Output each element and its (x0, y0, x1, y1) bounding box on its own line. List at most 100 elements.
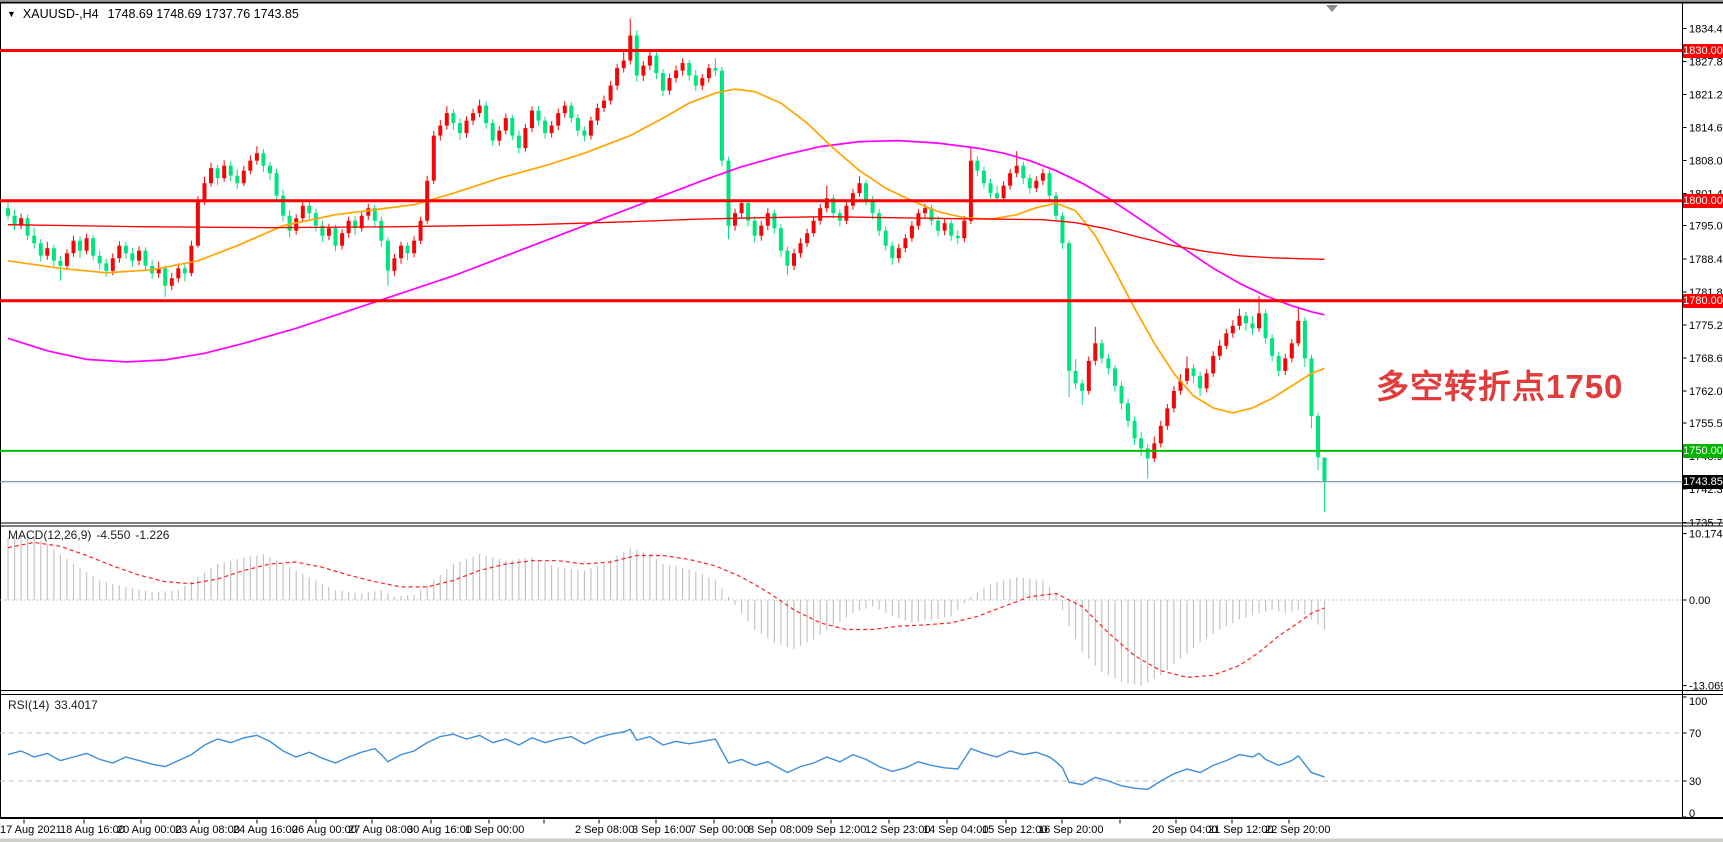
bear-candle-body (510, 118, 515, 136)
bid-price-box: 1743.85 (1683, 474, 1723, 489)
bull-candle-body (923, 208, 927, 214)
bull-candle-body (621, 60, 626, 69)
macd-main-value: -4.550 (96, 528, 131, 542)
bear-candle-body (1106, 358, 1111, 369)
bear-candle-body (543, 120, 548, 134)
bull-candle-body (248, 160, 253, 171)
bear-candle-body (1047, 173, 1052, 196)
bear-candle-body (97, 255, 102, 264)
bear-candle-body (1054, 195, 1058, 216)
chart-shift-marker-icon (1326, 5, 1338, 12)
bear-candle-body (1322, 457, 1327, 482)
bull-candle-body (903, 238, 908, 249)
time-axis-label: 15 Sep 12:00 (982, 824, 1047, 836)
bear-candle-body (936, 220, 941, 231)
bear-candle-body (353, 220, 358, 229)
bear-candle-body (281, 195, 286, 216)
bear-candle-body (1073, 370, 1078, 384)
bear-candle-body (883, 230, 888, 246)
bull-candle-body (588, 120, 593, 136)
rsi-name: RSI(14) (8, 698, 50, 712)
bear-candle-body (379, 220, 384, 241)
bull-candle-body (64, 253, 69, 266)
bull-candle-body (294, 218, 299, 231)
bull-candle-body (706, 68, 711, 79)
bull-candle-body (1217, 345, 1222, 356)
price-tick-label: 1768.60 (1689, 353, 1723, 365)
bull-candle-body (392, 258, 397, 271)
symbol-dropdown-icon[interactable]: ▼ (7, 9, 16, 19)
bear-candle-body (687, 63, 692, 76)
price-tick-label: 1762.00 (1689, 386, 1723, 398)
bear-candle-body (929, 208, 934, 221)
candlestick-series (6, 18, 1327, 513)
bull-candle-body (359, 215, 364, 229)
bull-candle-body (471, 113, 476, 121)
macd-name: MACD(12,26,9) (8, 528, 92, 542)
bear-candle-body (38, 243, 43, 256)
bull-candle-body (1158, 425, 1163, 444)
macd-indicator-label: MACD(12,26,9) -4.550 -1.226 (8, 528, 174, 542)
bear-candle-body (405, 245, 410, 254)
bear-candle-body (1119, 385, 1124, 404)
bull-candle-body (647, 55, 652, 66)
bear-candle-body (1027, 178, 1032, 189)
bull-candle-body (896, 248, 901, 259)
bull-candle-body (962, 220, 967, 239)
bear-candle-body (719, 70, 724, 161)
price-level-box-1830: 1830.00 (1683, 43, 1723, 58)
bear-candle-body (228, 165, 233, 176)
bear-candle-body (890, 245, 895, 259)
bear-candle-body (831, 198, 836, 214)
bull-candle-body (1224, 333, 1229, 346)
window-top-edge (0, 0, 1723, 1)
rsi-value: 33.4017 (54, 698, 98, 712)
bear-candle-body (713, 68, 718, 71)
bull-candle-body (195, 200, 200, 246)
bull-candle-body (431, 135, 436, 181)
bull-candle-body (438, 125, 443, 136)
price-level-box-1780: 1780.00 (1683, 293, 1723, 308)
bull-candle-body (1230, 325, 1235, 334)
bull-candle-body (739, 203, 744, 214)
bear-candle-body (6, 208, 10, 216)
bear-candle-body (995, 193, 999, 199)
bear-candle-body (12, 215, 17, 226)
rsi-tick-label: 30 (1689, 776, 1701, 788)
price-tick-label: 1808.05 (1689, 155, 1723, 167)
rsi-panel-bottom-border (0, 817, 1723, 819)
time-axis-label: 30 Aug 16:00 (407, 824, 472, 836)
bear-candle-body (1132, 420, 1137, 439)
price-tick-label: 1735.75 (1689, 517, 1723, 529)
bull-candle-body (680, 63, 685, 71)
price-tick-label: 1814.65 (1689, 122, 1723, 134)
bear-candle-body (130, 253, 135, 261)
time-axis-label: 9 Sep 12:00 (807, 824, 866, 836)
bull-candle-body (595, 108, 600, 121)
price-tick-label: 1775.20 (1689, 320, 1723, 332)
bear-candle-body (1276, 355, 1281, 371)
bear-candle-body (104, 263, 109, 271)
bear-candle-body (484, 105, 489, 124)
bull-candle-body (674, 70, 679, 79)
bull-candle-body (222, 165, 227, 179)
bull-candle-body (909, 225, 914, 239)
bear-candle-body (1263, 313, 1268, 339)
bear-candle-body (163, 268, 168, 286)
bear-candle-body (1021, 165, 1026, 179)
bear-candle-body (268, 165, 272, 174)
bear-candle-body (536, 110, 541, 121)
bear-candle-body (1080, 383, 1085, 391)
macd-signal-line (7, 541, 1325, 678)
bear-candle-body (385, 240, 390, 271)
bull-candle-body (824, 198, 829, 209)
time-axis-label: 18 Aug 16:00 (60, 824, 125, 836)
bull-candle-body (209, 168, 213, 184)
time-axis-label: 2 Sep 08:00 (575, 824, 634, 836)
bull-candle-body (444, 113, 449, 126)
bull-candle-body (326, 228, 331, 236)
bull-candle-body (968, 160, 973, 221)
window-bottom-edge (0, 838, 1723, 842)
